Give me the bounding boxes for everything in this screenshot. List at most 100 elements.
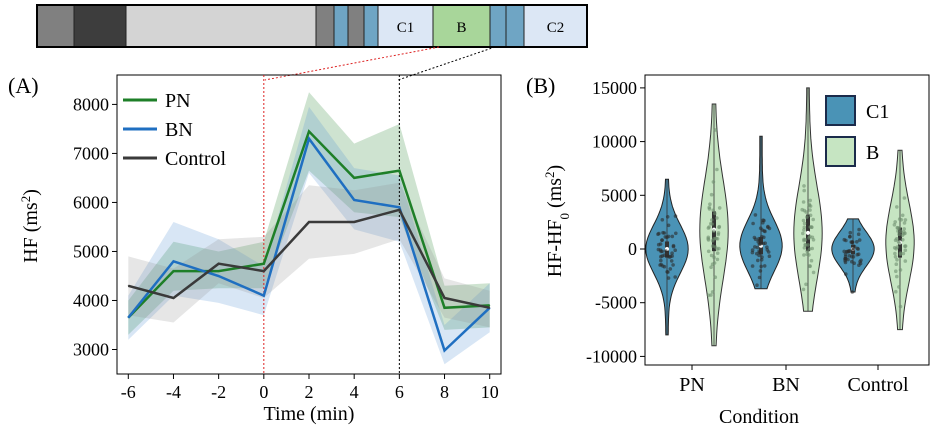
violin-dot bbox=[895, 245, 900, 249]
point-pn-4 bbox=[308, 130, 310, 132]
ytick-label: 5000 bbox=[73, 241, 109, 261]
connector-line-red bbox=[264, 46, 440, 81]
point-pn-2 bbox=[218, 270, 220, 272]
timeline-seg-6 bbox=[347, 4, 365, 48]
violin-dot bbox=[707, 207, 712, 211]
violin-dot bbox=[666, 276, 671, 280]
panel-a-label: (A) bbox=[8, 73, 39, 98]
panel-b-axes-frame bbox=[644, 74, 930, 366]
violin-dot bbox=[846, 257, 850, 262]
violin-dot bbox=[808, 198, 812, 203]
violin-dot bbox=[656, 247, 661, 252]
violin-dot bbox=[673, 214, 678, 218]
ytick-label: 0 bbox=[628, 239, 637, 259]
violin-dot bbox=[903, 248, 908, 252]
violin-dot bbox=[899, 218, 904, 222]
point-bn-6 bbox=[398, 206, 400, 208]
violin-dot bbox=[808, 208, 812, 212]
violin-dot bbox=[802, 188, 806, 193]
violin-dot bbox=[803, 243, 808, 247]
violin-dot bbox=[713, 275, 718, 280]
violin-dot bbox=[807, 203, 812, 208]
violin-dot bbox=[893, 254, 898, 259]
xtick-label: 0 bbox=[259, 382, 268, 402]
violin-dot bbox=[758, 226, 763, 230]
violin-dot bbox=[848, 230, 853, 235]
point-control-3 bbox=[263, 270, 265, 272]
xtick-label-bn: BN bbox=[772, 374, 800, 396]
violin-dot bbox=[802, 225, 807, 230]
violin-dot bbox=[849, 240, 853, 244]
violin-dot bbox=[844, 238, 848, 243]
timeline-label-seg-c1: C1 bbox=[397, 20, 415, 36]
violin-dot bbox=[762, 264, 767, 268]
panel-b-legend: C1 B bbox=[825, 95, 889, 167]
violin-dot bbox=[809, 258, 814, 263]
violin-dot bbox=[709, 265, 713, 270]
violin-dot bbox=[712, 255, 716, 260]
violin-dot bbox=[899, 229, 903, 234]
violin-dot bbox=[668, 267, 673, 271]
violin-dot bbox=[752, 235, 757, 240]
violin-dot bbox=[755, 245, 760, 250]
violin-dot bbox=[706, 235, 711, 240]
violin-dot bbox=[715, 167, 719, 172]
violin-dot bbox=[659, 258, 663, 263]
violin-dot bbox=[660, 218, 665, 222]
violin-dot bbox=[660, 238, 664, 242]
violin-dot bbox=[898, 252, 903, 256]
point-control-1 bbox=[172, 297, 174, 299]
violin-dot bbox=[711, 180, 716, 184]
violin-dot bbox=[894, 269, 898, 274]
violin-dot bbox=[673, 275, 677, 279]
violin-dot bbox=[802, 184, 806, 188]
timeline-seg-9 bbox=[505, 4, 525, 48]
violin-dot bbox=[759, 258, 764, 262]
legend-label-bn: BN bbox=[165, 119, 193, 141]
violin-dot bbox=[710, 290, 715, 294]
ytick-label: 6000 bbox=[73, 192, 109, 212]
band-bn bbox=[128, 106, 490, 365]
violin-dot bbox=[804, 282, 808, 287]
panel-a-plot-area bbox=[127, 75, 491, 374]
violin-dot bbox=[801, 231, 805, 236]
timeline-seg-1 bbox=[36, 4, 75, 48]
point-control-0 bbox=[127, 285, 129, 287]
violin-dot bbox=[850, 290, 855, 294]
violin-dot bbox=[761, 218, 765, 222]
violin-dot bbox=[715, 237, 720, 241]
violin-dot bbox=[804, 210, 808, 214]
legend-label-pn: PN bbox=[165, 90, 191, 112]
violin-dot bbox=[857, 227, 861, 232]
panel-b: (B) PN BN Control -10000 -5000 0 5000 10000 1500… bbox=[526, 73, 930, 428]
violin-dot bbox=[811, 238, 816, 242]
violin-dot bbox=[715, 257, 720, 262]
violin-dot bbox=[801, 200, 806, 204]
violin-dot bbox=[894, 289, 898, 294]
violin-dot bbox=[709, 253, 714, 258]
violin-median bbox=[806, 230, 810, 235]
point-control-4 bbox=[308, 221, 310, 223]
panel-a-legend: PN BN Control bbox=[123, 90, 227, 170]
violin-dot bbox=[807, 236, 811, 240]
violin-dot bbox=[802, 221, 807, 226]
violin-dot bbox=[897, 232, 901, 237]
violin-dot bbox=[706, 226, 711, 230]
point-bn-0 bbox=[127, 317, 129, 319]
violin-dot bbox=[670, 251, 674, 255]
violin-dot bbox=[895, 274, 899, 279]
violin-dot bbox=[802, 238, 806, 243]
violin-dot bbox=[802, 246, 807, 250]
violin-dot bbox=[767, 254, 772, 258]
violin-dot bbox=[753, 245, 757, 249]
violin-dot bbox=[897, 285, 901, 289]
xtick-label: 4 bbox=[350, 382, 359, 402]
panel-a-xlabel: Time (min) bbox=[264, 403, 355, 425]
violin-dot bbox=[663, 235, 668, 239]
violin-dot bbox=[712, 237, 716, 241]
violin-dot bbox=[671, 243, 676, 248]
ytick-label: 10000 bbox=[592, 132, 637, 152]
point-pn-5 bbox=[353, 177, 355, 179]
